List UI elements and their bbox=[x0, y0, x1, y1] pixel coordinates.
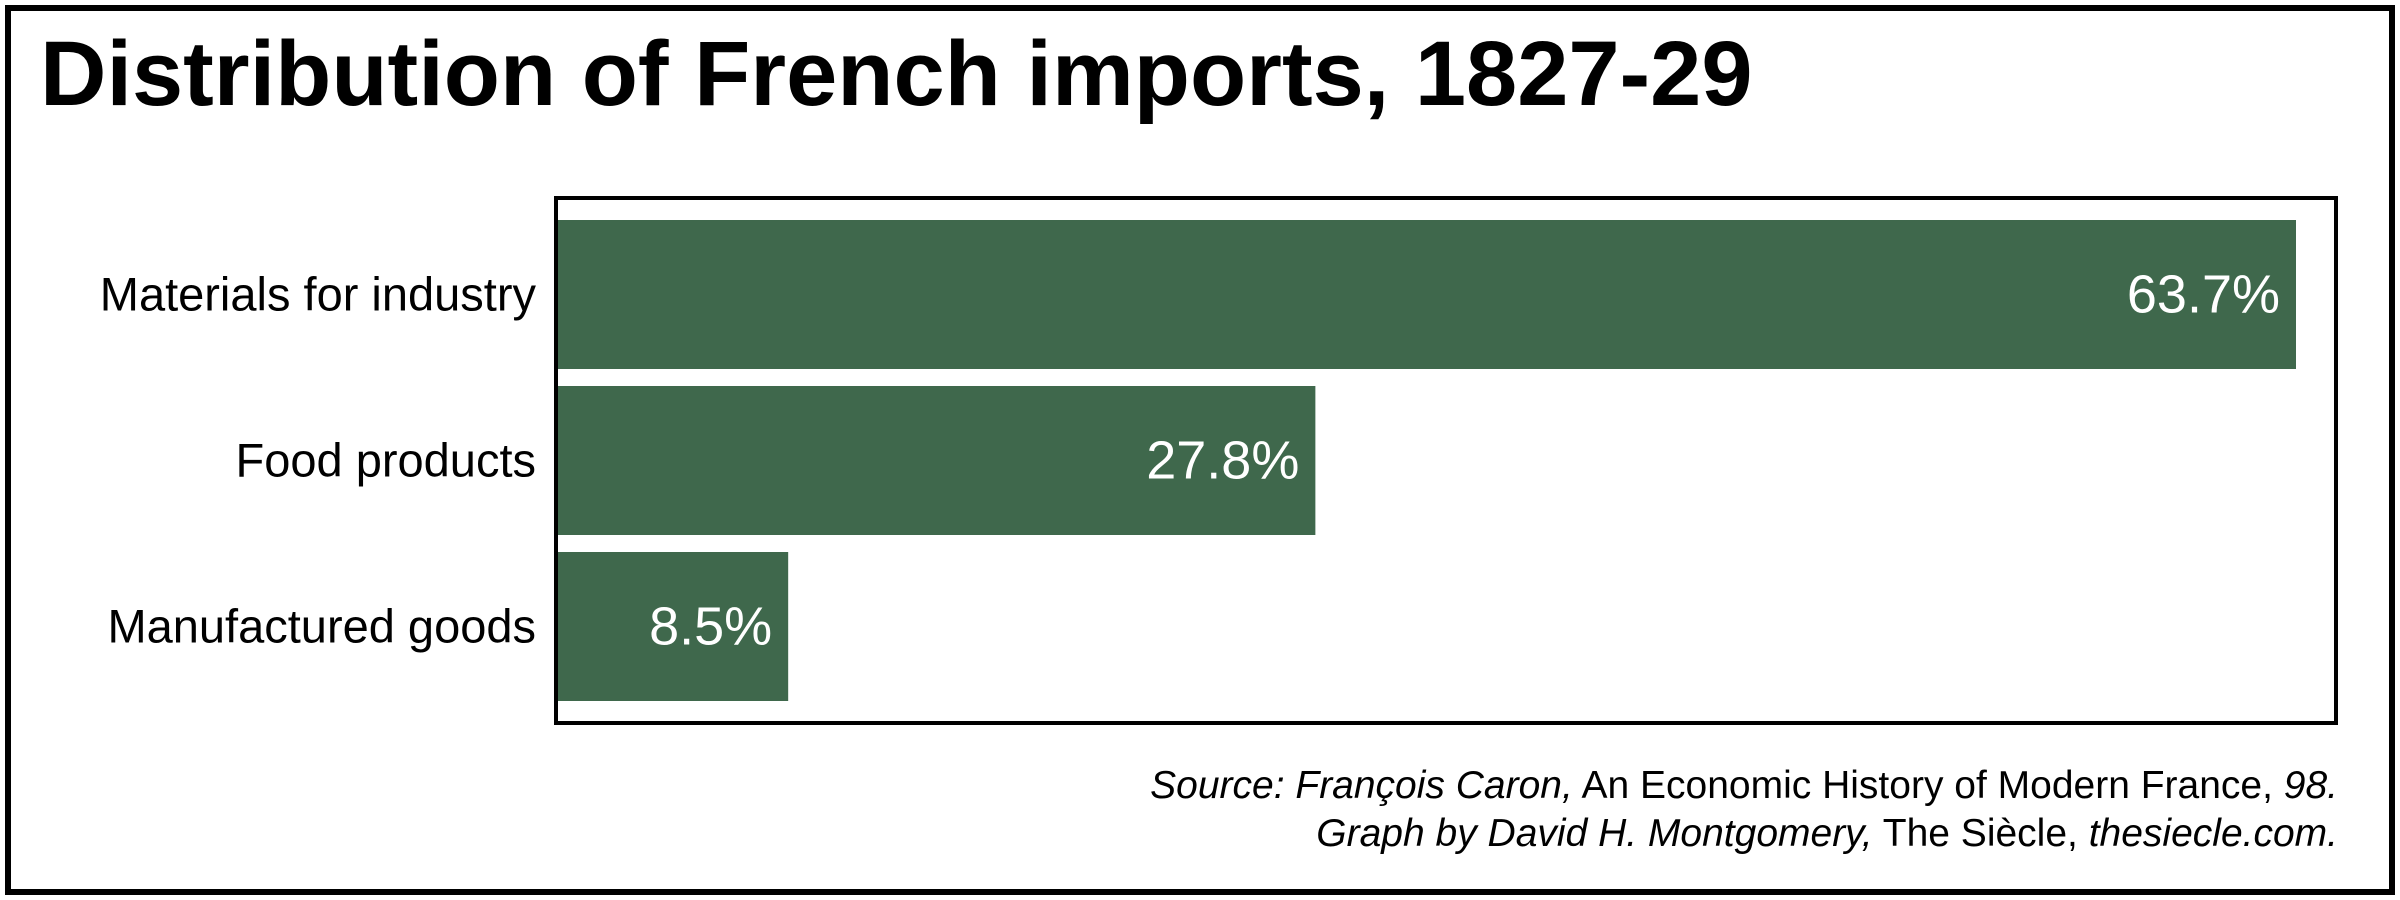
value-label: 27.8% bbox=[1146, 431, 1299, 491]
source-line-1: Source: François Caron, An Economic Hist… bbox=[1150, 762, 2338, 810]
source-line-2: Graph by David H. Montgomery, The Siècle… bbox=[1150, 810, 2338, 858]
source-note: Source: François Caron, An Economic Hist… bbox=[1150, 762, 2338, 858]
bar-materials-for-industry bbox=[556, 220, 2296, 369]
bar-food-products bbox=[556, 386, 1316, 535]
category-label: Materials for industry bbox=[100, 268, 537, 321]
category-label: Food products bbox=[236, 434, 536, 487]
value-label: 63.7% bbox=[2127, 265, 2280, 325]
category-label: Manufactured goods bbox=[107, 600, 536, 653]
source-author: Source: François Caron, bbox=[1150, 764, 1573, 807]
publication-name: The Siècle, bbox=[1882, 812, 2078, 855]
website-link: thesiecle.com. bbox=[2088, 812, 2338, 855]
graph-credit: Graph by David H. Montgomery, bbox=[1316, 812, 1873, 855]
plot-area-border bbox=[554, 196, 2338, 725]
value-label: 8.5% bbox=[649, 597, 772, 657]
source-book-title: An Economic History of Modern France, bbox=[1581, 764, 2273, 807]
chart-title: Distribution of French imports, 1827-29 bbox=[40, 23, 1753, 125]
source-page: 98. bbox=[2283, 764, 2338, 807]
bar-manufactured-goods bbox=[556, 552, 789, 701]
